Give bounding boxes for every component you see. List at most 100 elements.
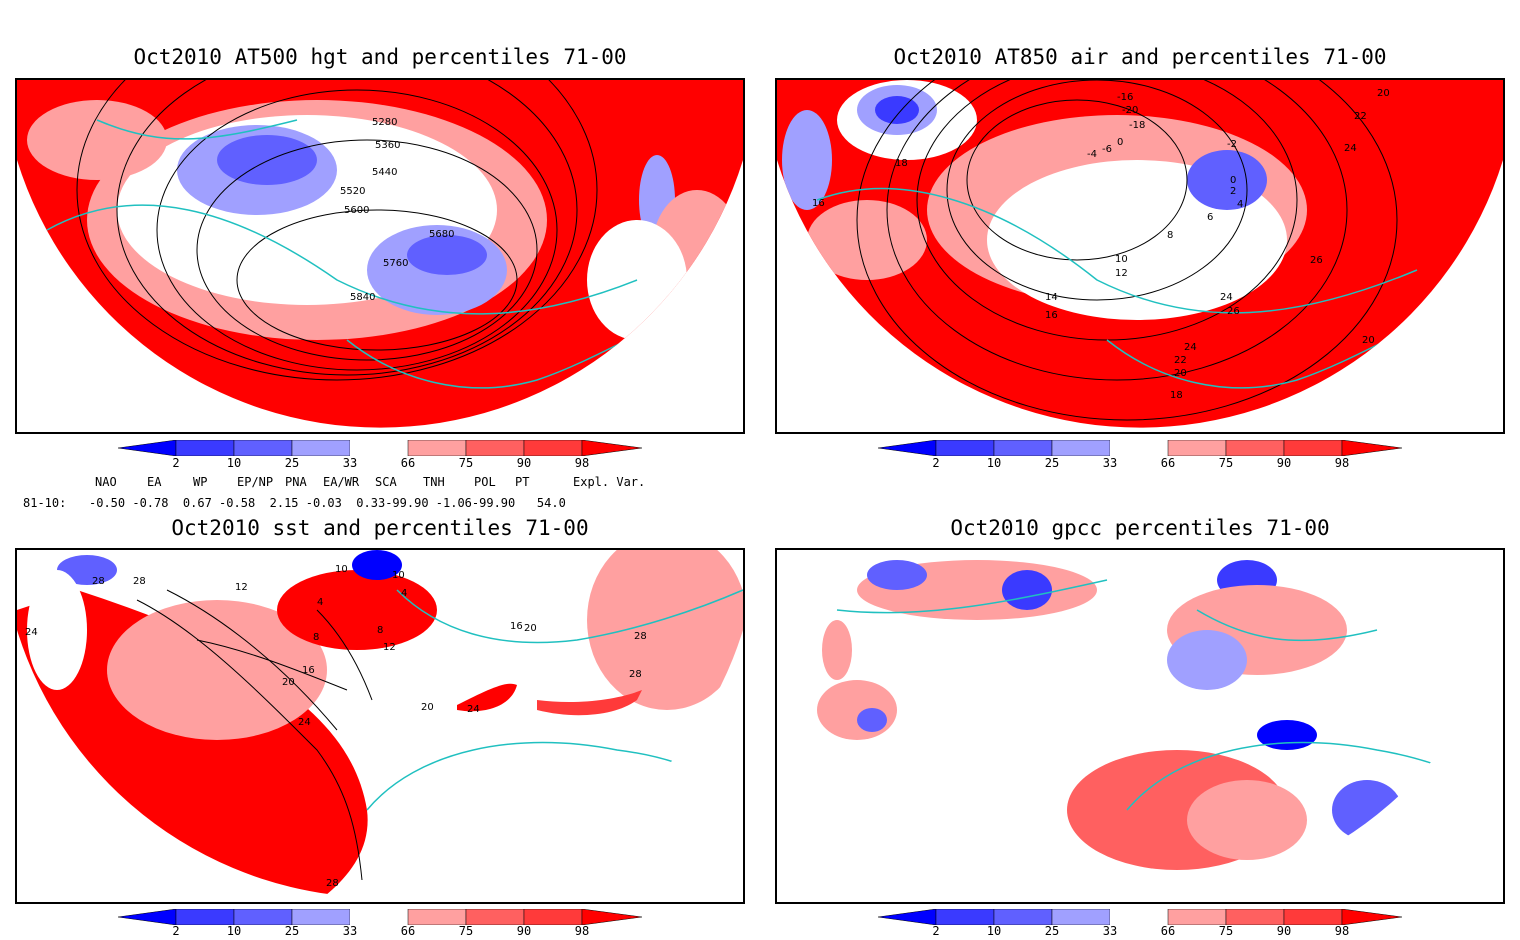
index-header: POL xyxy=(474,475,496,489)
svg-text:28: 28 xyxy=(92,576,105,587)
map-air: -16 -20 -18 -4 -6 0 -2 0 2 4 6 8 10 12 1… xyxy=(775,78,1505,434)
svg-text:20: 20 xyxy=(524,623,537,634)
index-header: PNA xyxy=(285,475,307,489)
colorbar-gpcc-label: 2 xyxy=(932,924,940,938)
svg-text:5840: 5840 xyxy=(350,292,375,303)
svg-text:20: 20 xyxy=(1174,368,1187,379)
svg-text:26: 26 xyxy=(1227,306,1240,317)
index-header: PT xyxy=(515,475,530,489)
colorbar-sst-label: 98 xyxy=(574,924,590,938)
index-row-values: -0.50 -0.78 0.67 -0.58 2.15 -0.03 0.33-9… xyxy=(89,496,566,510)
index-header: WP xyxy=(193,475,208,489)
panel-title-gpcc: Oct2010 gpcc percentiles 71-00 xyxy=(950,516,1330,540)
colorbar-air-label: 90 xyxy=(1276,456,1292,470)
index-header: EA xyxy=(147,475,162,489)
svg-text:24: 24 xyxy=(467,704,480,715)
colorbar-sst: 2 10 25 33 66 75 90 98 xyxy=(117,908,643,939)
svg-text:-16: -16 xyxy=(1117,92,1133,103)
colorbar-hgt-label: 98 xyxy=(574,456,590,470)
svg-text:5280: 5280 xyxy=(372,117,397,128)
colorbar-gpcc-label: 90 xyxy=(1276,924,1292,938)
index-header: NAO xyxy=(95,475,117,489)
colorbar-air-label: 33 xyxy=(1102,456,1118,470)
svg-text:28: 28 xyxy=(133,576,146,587)
svg-text:22: 22 xyxy=(1174,355,1187,366)
map-sst: 28 28 24 12 10 10 4 4 8 8 12 16 20 24 20… xyxy=(15,548,745,904)
svg-text:28: 28 xyxy=(629,669,642,680)
index-row-label: 81-10: xyxy=(23,496,67,510)
svg-text:8: 8 xyxy=(377,625,383,636)
colorbar-hgt-label: 25 xyxy=(284,456,300,470)
panel-title-hgt: Oct2010 AT500 hgt and percentiles 71-00 xyxy=(133,45,627,69)
svg-text:8: 8 xyxy=(313,632,319,643)
svg-text:5760: 5760 xyxy=(383,258,408,269)
svg-text:5360: 5360 xyxy=(375,140,400,151)
colorbar-hgt-label: 75 xyxy=(458,456,474,470)
svg-text:16: 16 xyxy=(1045,310,1058,321)
svg-text:12: 12 xyxy=(235,582,248,593)
colorbar-hgt-label: 90 xyxy=(516,456,532,470)
svg-text:12: 12 xyxy=(1115,268,1128,279)
svg-text:6: 6 xyxy=(1207,212,1213,223)
svg-text:20: 20 xyxy=(1362,335,1375,346)
svg-text:10: 10 xyxy=(392,570,405,581)
svg-text:4: 4 xyxy=(401,588,407,599)
colorbar-air-label: 75 xyxy=(1218,456,1234,470)
colorbar-sst-label: 75 xyxy=(458,924,474,938)
colorbar-hgt-label: 33 xyxy=(342,456,358,470)
svg-text:18: 18 xyxy=(1170,390,1183,401)
panel-title-sst: Oct2010 sst and percentiles 71-00 xyxy=(171,516,589,540)
svg-text:20: 20 xyxy=(421,702,434,713)
map-gpcc xyxy=(775,548,1505,904)
svg-text:20: 20 xyxy=(282,677,295,688)
colorbar-sst-label: 25 xyxy=(284,924,300,938)
colorbar-gpcc: 2 10 25 33 66 75 90 98 xyxy=(877,908,1403,939)
svg-text:5520: 5520 xyxy=(340,186,365,197)
svg-text:0: 0 xyxy=(1117,137,1123,148)
colorbar-hgt-label: 66 xyxy=(400,456,416,470)
index-header: EP/NP xyxy=(237,475,274,489)
svg-text:0: 0 xyxy=(1230,175,1236,186)
svg-text:16: 16 xyxy=(302,665,315,676)
svg-text:12: 12 xyxy=(383,642,396,653)
colorbar-sst-label: 66 xyxy=(400,924,416,938)
colorbar-sst-label: 90 xyxy=(516,924,532,938)
colorbar-air-label: 98 xyxy=(1334,456,1350,470)
svg-text:28: 28 xyxy=(326,878,339,889)
colorbar-air-label: 10 xyxy=(986,456,1002,470)
svg-text:5600: 5600 xyxy=(344,205,369,216)
svg-text:16: 16 xyxy=(812,198,825,209)
svg-text:24: 24 xyxy=(1344,143,1357,154)
colorbar-hgt-label: 2 xyxy=(172,456,180,470)
svg-text:8: 8 xyxy=(1167,230,1173,241)
svg-text:24: 24 xyxy=(1184,342,1197,353)
index-header: Expl. Var. xyxy=(573,475,646,489)
colorbar-sst-strip xyxy=(117,908,643,926)
svg-text:14: 14 xyxy=(1045,292,1058,303)
colorbar-sst-label: 10 xyxy=(226,924,242,938)
svg-text:24: 24 xyxy=(1220,292,1233,303)
svg-text:10: 10 xyxy=(335,564,348,575)
colorbar-hgt-strip xyxy=(117,439,643,457)
index-header: SCA xyxy=(375,475,397,489)
svg-text:20: 20 xyxy=(1377,88,1390,99)
colorbar-sst-label: 2 xyxy=(172,924,180,938)
svg-text:-2: -2 xyxy=(1227,139,1237,150)
colorbar-gpcc-label: 10 xyxy=(986,924,1002,938)
colorbar-air-label: 66 xyxy=(1160,456,1176,470)
colorbar-air: 2 10 25 33 66 75 90 98 xyxy=(877,439,1403,476)
map-hgt: 5280 5360 5440 5520 5600 5680 5760 5840 xyxy=(15,78,745,434)
svg-text:24: 24 xyxy=(25,627,38,638)
svg-text:4: 4 xyxy=(317,597,323,608)
svg-text:-4: -4 xyxy=(1087,149,1097,160)
svg-text:-18: -18 xyxy=(1129,120,1145,131)
svg-text:22: 22 xyxy=(1354,111,1367,122)
panel-title-air: Oct2010 AT850 air and percentiles 71-00 xyxy=(893,45,1387,69)
svg-text:28: 28 xyxy=(634,631,647,642)
colorbar-air-label: 25 xyxy=(1044,456,1060,470)
svg-text:2: 2 xyxy=(1230,186,1236,197)
colorbar-hgt: 2 10 25 33 66 75 90 98 xyxy=(117,439,643,476)
colorbar-sst-label: 33 xyxy=(342,924,358,938)
colorbar-air-strip xyxy=(877,439,1403,457)
colorbar-air-label: 2 xyxy=(932,456,940,470)
